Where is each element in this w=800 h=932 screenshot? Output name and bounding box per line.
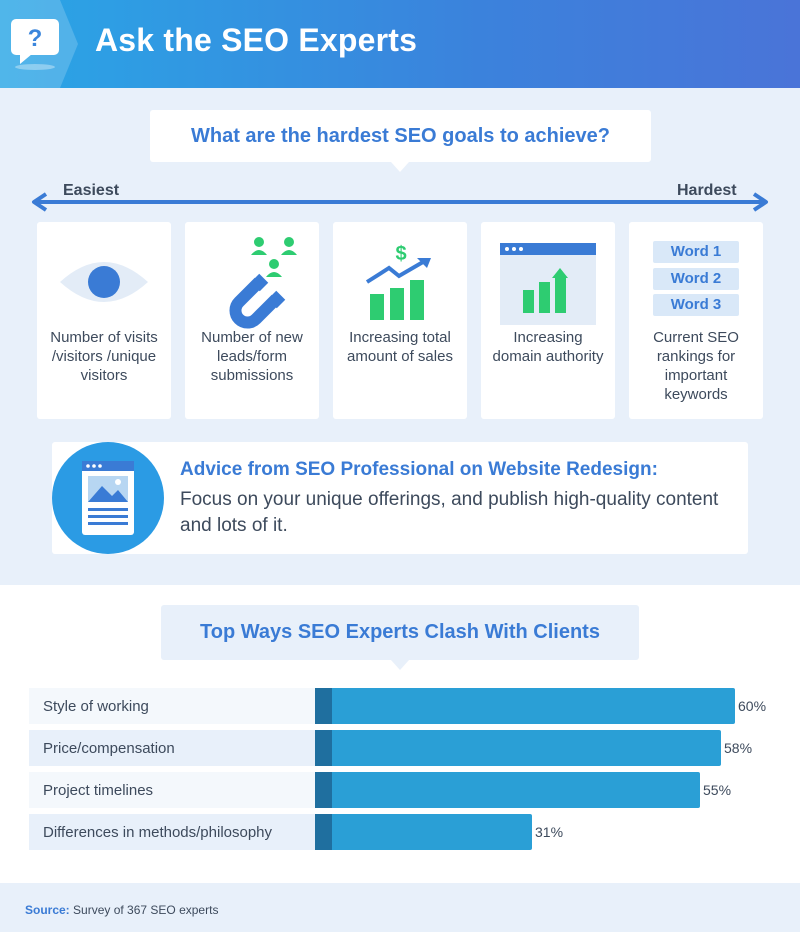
bar: [315, 772, 700, 808]
advice-box: [52, 442, 748, 554]
advice-title: Advice from SEO Professional on Website …: [180, 459, 658, 480]
goal-card-visits: Number of visits /visitors /unique visit…: [37, 222, 171, 419]
category-label: Style of working: [43, 698, 149, 715]
header-banner: ? Ask the SEO Experts: [0, 0, 800, 88]
question-bubble-icon: ?: [0, 0, 78, 88]
value-label: 31%: [535, 824, 563, 840]
svg-text:$: $: [395, 243, 406, 265]
category-label: Project timelines: [43, 782, 153, 799]
keyword-pill: Word 1: [653, 241, 739, 263]
bar: [315, 730, 721, 766]
category-row: [29, 730, 315, 766]
goals-question-box: What are the hardest SEO goals to achiev…: [150, 110, 651, 162]
question-pointer: [391, 162, 409, 172]
keyword-pill: Word 3: [653, 294, 739, 316]
goal-card-sales: $ Increasing total amount of sales: [333, 222, 467, 419]
chart-title-pointer: [391, 660, 409, 670]
goal-label: Current SEO rankings for important keywo…: [653, 329, 739, 403]
goal-label: Increasing domain authority: [492, 329, 604, 365]
eye-icon: [60, 262, 148, 302]
chart-title: Top Ways SEO Experts Clash With Clients: [200, 621, 600, 643]
goal-card-authority: Increasing domain authority: [481, 222, 615, 419]
difficulty-scale-arrow: [32, 192, 768, 212]
goal-card-leads: Number of new leads/form submissions: [185, 222, 319, 419]
value-label: 55%: [703, 782, 731, 798]
chart-title-box: Top Ways SEO Experts Clash With Clients: [161, 605, 639, 660]
keyword-pill: Word 2: [653, 268, 739, 290]
category-label: Price/compensation: [43, 740, 175, 757]
page-title: Ask the SEO Experts: [95, 22, 418, 58]
source-note: Source: Survey of 367 SEO experts: [25, 903, 218, 917]
magnet-leads-icon: [229, 237, 297, 329]
svg-text:?: ?: [28, 25, 43, 52]
category-label: Differences in methods/philosophy: [43, 824, 273, 841]
webpage-icon: [82, 461, 134, 535]
goal-label: Number of new leads/form submissions: [201, 329, 303, 384]
goal-label: Increasing total amount of sales: [347, 329, 453, 365]
source-text: Survey of 367 SEO experts: [73, 903, 219, 917]
goal-card-rankings: Word 1 Word 2 Word 3 Current SEO ranking…: [629, 222, 763, 419]
goal-label: Number of visits /visitors /unique visit…: [50, 329, 158, 384]
sales-growth-icon: $: [365, 243, 431, 320]
bar-cap: [315, 814, 332, 850]
advice-body: Focus on your unique offerings, and publ…: [180, 489, 719, 536]
easiest-label: Easiest: [63, 182, 120, 199]
bar-cap: [315, 688, 332, 724]
bar: [315, 814, 532, 850]
category-row: [29, 688, 315, 724]
domain-authority-icon: [500, 243, 596, 325]
category-row: [29, 772, 315, 808]
footer: [0, 883, 800, 932]
category-row: [29, 814, 315, 850]
bar: [315, 688, 735, 724]
bar-cap: [315, 730, 332, 766]
value-label: 58%: [724, 740, 752, 756]
goals-question: What are the hardest SEO goals to achiev…: [190, 124, 610, 147]
source-label: Source:: [25, 903, 70, 917]
value-label: 60%: [738, 698, 766, 714]
hardest-label: Hardest: [677, 182, 737, 199]
clash-bar-chart: Style of working 60% Price/compensation 58%…: [29, 688, 766, 850]
bar-cap: [315, 772, 332, 808]
